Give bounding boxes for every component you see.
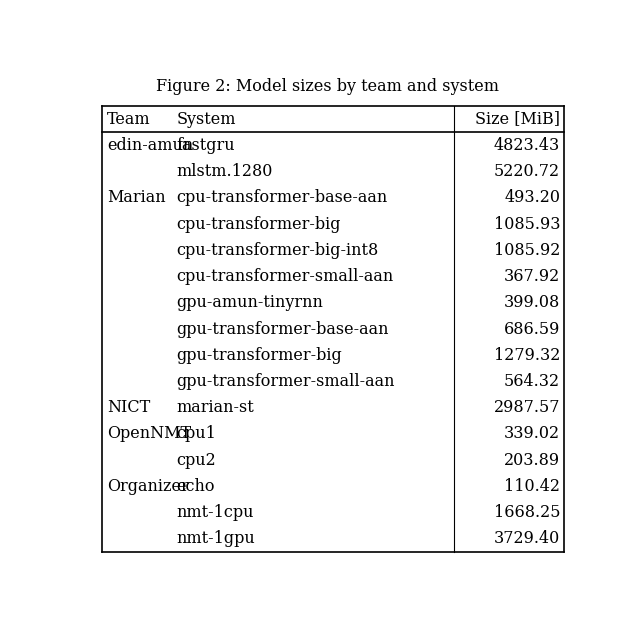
Text: echo: echo	[177, 478, 215, 495]
Text: cpu2: cpu2	[177, 452, 216, 468]
Text: 686.59: 686.59	[504, 320, 560, 338]
Text: Organizer: Organizer	[108, 478, 189, 495]
Text: 367.92: 367.92	[504, 268, 560, 285]
Text: mlstm.1280: mlstm.1280	[177, 163, 273, 180]
Text: OpenNMT: OpenNMT	[108, 426, 191, 442]
Text: 2987.57: 2987.57	[493, 399, 560, 416]
Text: 110.42: 110.42	[504, 478, 560, 495]
Text: cpu1: cpu1	[177, 426, 216, 442]
Text: 564.32: 564.32	[504, 373, 560, 390]
Text: nmt-1gpu: nmt-1gpu	[177, 530, 255, 548]
Text: cpu-transformer-big-int8: cpu-transformer-big-int8	[177, 242, 379, 259]
Text: gpu-transformer-base-aan: gpu-transformer-base-aan	[177, 320, 389, 338]
Text: cpu-transformer-small-aan: cpu-transformer-small-aan	[177, 268, 394, 285]
Text: 3729.40: 3729.40	[494, 530, 560, 548]
Text: 339.02: 339.02	[504, 426, 560, 442]
Text: marian-st: marian-st	[177, 399, 255, 416]
Text: cpu-transformer-base-aan: cpu-transformer-base-aan	[177, 189, 388, 206]
Text: 1085.93: 1085.93	[493, 216, 560, 232]
Text: System: System	[177, 110, 236, 128]
Text: 1668.25: 1668.25	[493, 504, 560, 521]
Text: Figure 2: Model sizes by team and system: Figure 2: Model sizes by team and system	[157, 78, 499, 95]
Text: edin-amun: edin-amun	[108, 137, 193, 154]
Text: Size [MiB]: Size [MiB]	[475, 110, 560, 128]
Text: gpu-transformer-big: gpu-transformer-big	[177, 347, 342, 364]
Text: NICT: NICT	[108, 399, 150, 416]
Text: nmt-1cpu: nmt-1cpu	[177, 504, 254, 521]
Text: 203.89: 203.89	[504, 452, 560, 468]
Text: 1085.92: 1085.92	[493, 242, 560, 259]
Text: fastgru: fastgru	[177, 137, 236, 154]
Text: 1279.32: 1279.32	[493, 347, 560, 364]
Text: Marian: Marian	[108, 189, 166, 206]
Text: gpu-amun-tinyrnn: gpu-amun-tinyrnn	[177, 294, 324, 312]
Text: 5220.72: 5220.72	[494, 163, 560, 180]
Text: 4823.43: 4823.43	[494, 137, 560, 154]
Text: gpu-transformer-small-aan: gpu-transformer-small-aan	[177, 373, 396, 390]
Text: cpu-transformer-big: cpu-transformer-big	[177, 216, 341, 232]
Text: 493.20: 493.20	[504, 189, 560, 206]
Text: 399.08: 399.08	[504, 294, 560, 312]
Text: Team: Team	[108, 110, 151, 128]
